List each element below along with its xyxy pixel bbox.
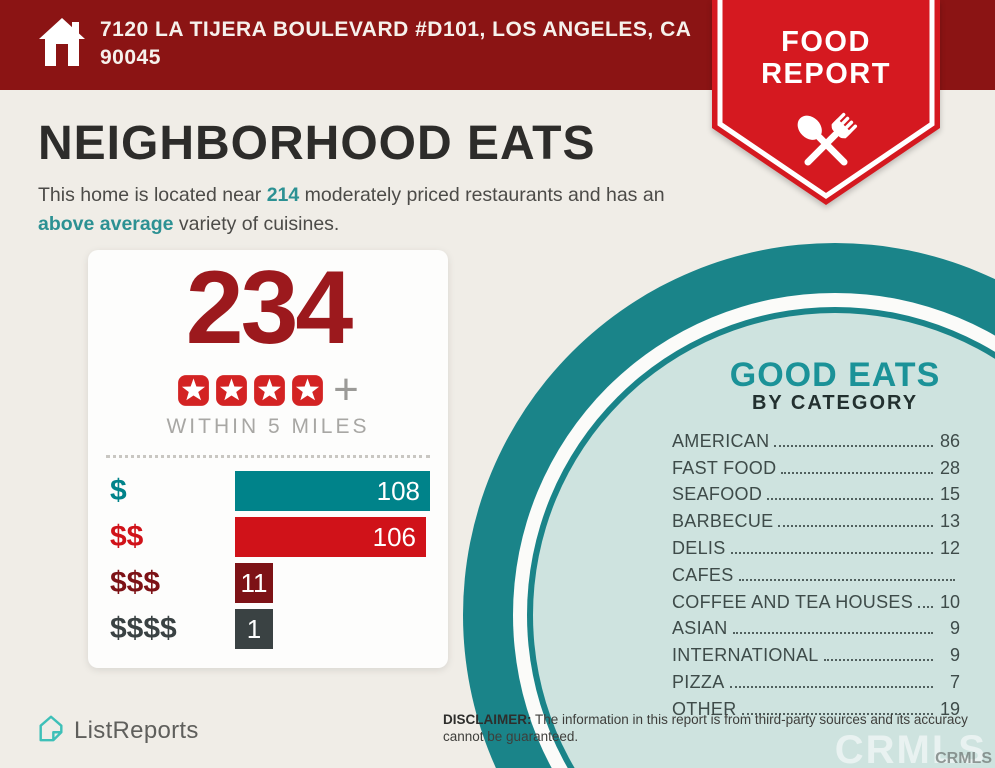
- bar-row: $$$ 11: [88, 563, 448, 603]
- plus-icon: +: [333, 365, 359, 414]
- category-name: PIZZA: [672, 671, 725, 692]
- bar-row: $ 108: [88, 471, 448, 511]
- category-leader: [730, 551, 933, 554]
- category-value: 9: [949, 645, 960, 666]
- property-address: 7120 LA TIJERA BOULEVARD #D101, LOS ANGE…: [100, 16, 720, 72]
- restaurant-count: 234: [185, 250, 354, 366]
- category-value: 86: [939, 430, 960, 451]
- category-name: ASIAN: [672, 618, 728, 639]
- brand-name: ListReports: [74, 716, 199, 744]
- radius-label: WITHIN 5 MILES: [166, 415, 370, 438]
- subtitle-text: This home is located near: [38, 184, 267, 206]
- bar-value: 1: [246, 613, 262, 644]
- category-row: INTERNATIONAL 9: [672, 642, 960, 669]
- category-value: 28: [939, 457, 960, 478]
- category-name: DELIS: [672, 537, 726, 558]
- bar-value: 108: [376, 475, 420, 506]
- category-name: OTHER: [672, 698, 737, 719]
- disclaimer-text: The information in this report is from t…: [443, 712, 968, 744]
- category-leader: [767, 498, 933, 501]
- address-line1: 7120 LA TIJERA BOULEVARD #D101, LOS ANGE…: [100, 18, 692, 41]
- category-leader: [778, 525, 933, 528]
- dotted-divider: [106, 455, 430, 458]
- category-row: FAST FOOD 28: [672, 455, 960, 482]
- category-leader: [823, 659, 933, 662]
- good-eats-subtitle: BY CATEGORY: [751, 392, 919, 414]
- bar: 108: [235, 471, 430, 511]
- star-icon: [216, 374, 248, 406]
- category-list: AMERICAN 86 FAST FOOD 28 SEAFOOD 15 BARBECUE 13…: [672, 428, 960, 723]
- crmls-watermark-large: CRMLS: [834, 728, 987, 768]
- category-row: SEAFOOD 15: [672, 482, 960, 509]
- star-rating: [177, 374, 324, 407]
- category-name: SEAFOOD: [672, 484, 763, 505]
- star-icon: [254, 374, 286, 406]
- food-report-badge: [712, 0, 940, 212]
- bar-label: $$: [110, 520, 144, 553]
- category-leader: [781, 471, 933, 474]
- disclaimer-label: DISCLAIMER:: [443, 712, 532, 727]
- category-row: COFFEE AND TEA HOUSES 10: [672, 589, 960, 616]
- bar-value: 106: [372, 521, 416, 552]
- bar-row: $$ 106: [88, 517, 448, 557]
- spoon-fork-icon: [786, 104, 866, 189]
- category-row: ASIAN 9: [672, 616, 960, 643]
- bar-label: $$$$: [110, 612, 177, 645]
- page-title: NEIGHBORHOOD EATS: [38, 117, 596, 170]
- category-name: COFFEE AND TEA HOUSES: [672, 591, 914, 612]
- bar-label: $$$: [110, 566, 161, 599]
- category-value: 7: [949, 671, 960, 692]
- bar-label: $: [110, 474, 127, 507]
- category-value: 19: [939, 698, 960, 719]
- restaurant-count-card: 234 + WITHIN 5 MILES $ 108 $$ 106 $$$ 11…: [88, 250, 448, 668]
- category-leader: [732, 632, 933, 635]
- category-name: INTERNATIONAL: [672, 645, 819, 666]
- category-value: 15: [939, 484, 960, 505]
- category-leader: [729, 685, 933, 688]
- category-value: 13: [939, 511, 960, 532]
- category-value: 10: [939, 591, 960, 612]
- subtitle-text: moderately priced restaurants and has an: [299, 184, 665, 206]
- category-leader: [774, 444, 933, 447]
- listreports-logo: ListReports: [36, 712, 199, 749]
- bar: 106: [235, 517, 426, 557]
- category-value: 9: [949, 618, 960, 639]
- bar: 1: [235, 609, 273, 649]
- restaurant-count-highlight: 214: [266, 184, 300, 206]
- category-leader: [918, 605, 933, 608]
- rating-row: +: [88, 365, 448, 414]
- category-name: BARBECUE: [672, 511, 774, 532]
- price-bar-chart: $ 108 $$ 106 $$$ 11 $$$$ 1: [88, 471, 448, 655]
- category-leader: [738, 578, 955, 581]
- page-subtitle: This home is located near 214 moderately…: [38, 181, 690, 239]
- star-icon: [292, 374, 324, 406]
- category-row: PIZZA 7: [672, 669, 960, 696]
- bar-value: 11: [240, 567, 268, 598]
- category-name: CAFES: [672, 564, 734, 585]
- category-row: OTHER 19: [672, 696, 960, 723]
- home-icon: [36, 14, 88, 77]
- disclaimer: DISCLAIMER: The information in this repo…: [443, 711, 973, 745]
- category-row: CAFES: [672, 562, 960, 589]
- category-row: BARBECUE 13: [672, 508, 960, 535]
- variety-highlight: above average: [38, 213, 174, 235]
- category-name: FAST FOOD: [672, 457, 777, 478]
- bar-row: $$$$ 1: [88, 609, 448, 649]
- badge-title-line1: FOOD: [781, 26, 871, 58]
- good-eats-title: GOOD EATS: [729, 356, 941, 394]
- address-line2: 90045: [100, 46, 161, 69]
- badge-title-line2: REPORT: [761, 58, 891, 90]
- category-name: AMERICAN: [672, 430, 770, 451]
- category-row: DELIS 12: [672, 535, 960, 562]
- category-value: 12: [939, 537, 960, 558]
- star-icon: [178, 374, 210, 406]
- listreports-icon: [36, 712, 66, 749]
- bar: 11: [235, 563, 273, 603]
- crmls-watermark-small: CRMLS: [935, 750, 992, 767]
- subtitle-text: variety of cuisines.: [173, 213, 340, 235]
- category-row: AMERICAN 86: [672, 428, 960, 455]
- category-leader: [741, 712, 933, 715]
